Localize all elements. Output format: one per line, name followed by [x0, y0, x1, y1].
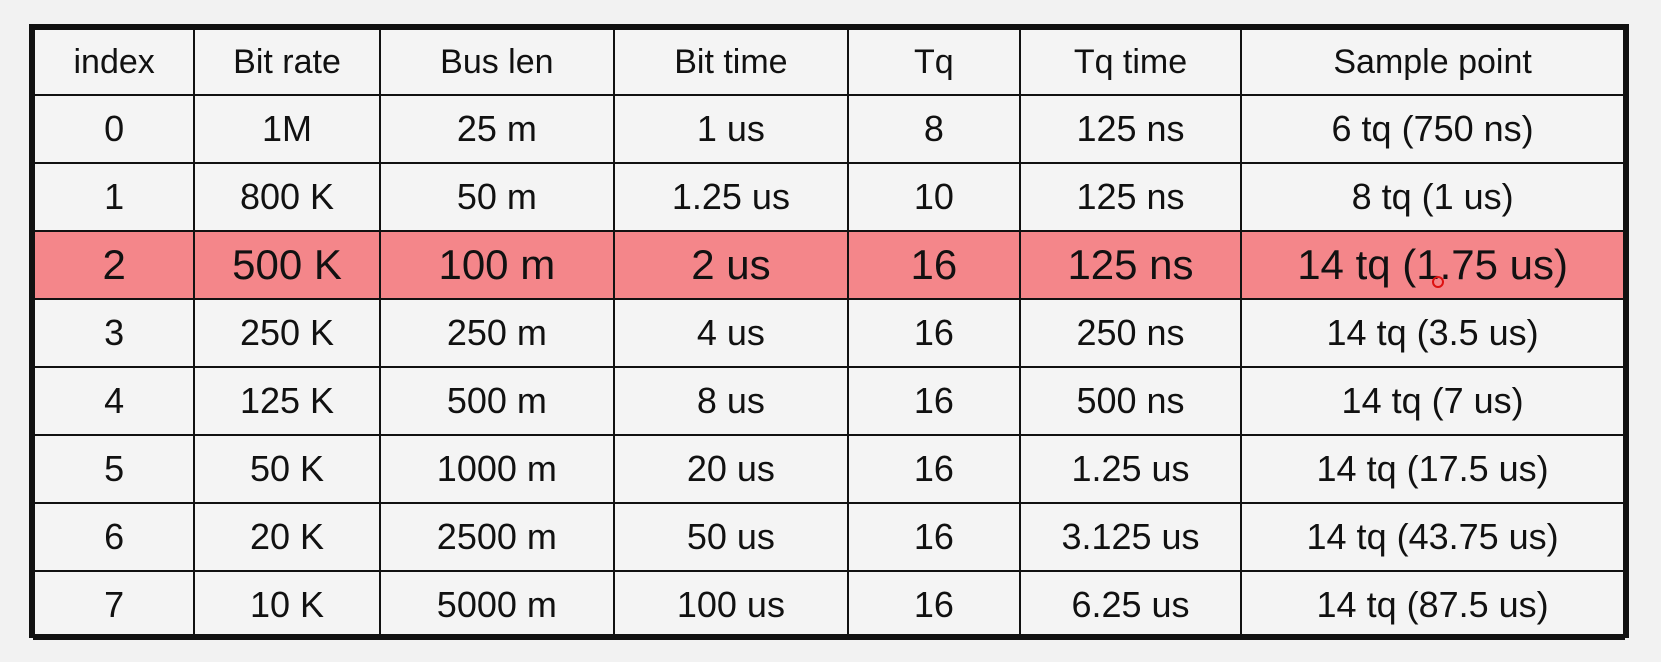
cell-bus-len: 2500 m: [378, 502, 615, 572]
cell-index: 5: [32, 434, 196, 504]
cell-index: 7: [32, 570, 196, 640]
cell-tq-time: 250 ns: [1018, 298, 1243, 368]
table-row: 4 125 K 500 m 8 us 16 500 ns 14 tq (7 us…: [32, 366, 1625, 436]
cell-bus-len: 25 m: [378, 94, 615, 164]
cell-bit-rate: 1M: [193, 94, 381, 164]
cell-bit-time: 20 us: [612, 434, 849, 504]
cell-tq: 16: [846, 570, 1021, 640]
cell-index: 4: [32, 366, 196, 436]
cell-sample-point: 8 tq (1 us): [1240, 162, 1625, 232]
cell-sample-point: 14 tq (43.75 us): [1240, 502, 1625, 572]
cell-bus-len: 250 m: [378, 298, 615, 368]
cell-sample-point: 14 tq (7 us): [1240, 366, 1625, 436]
cell-tq-time: 500 ns: [1018, 366, 1243, 436]
header-bit-time: Bit time: [612, 28, 849, 96]
cell-bus-len: 50 m: [378, 162, 615, 232]
cell-tq-time: 125 ns: [1018, 230, 1243, 300]
cell-bit-time: 100 us: [612, 570, 849, 640]
pointer-cursor-icon: [1432, 276, 1444, 288]
cell-index: 2: [32, 230, 196, 300]
cell-bit-time: 4 us: [612, 298, 849, 368]
cell-sample-point: 14 tq (17.5 us): [1240, 434, 1625, 504]
table-row: 1 800 K 50 m 1.25 us 10 125 ns 8 tq (1 u…: [32, 162, 1625, 232]
table-row: 3 250 K 250 m 4 us 16 250 ns 14 tq (3.5 …: [32, 298, 1625, 368]
cell-sample-point: 14 tq (1.75 us): [1240, 230, 1625, 300]
cell-tq: 16: [846, 230, 1021, 300]
table-row: 7 10 K 5000 m 100 us 16 6.25 us 14 tq (8…: [32, 570, 1625, 640]
header-bit-rate: Bit rate: [193, 28, 381, 96]
cell-sample-point: 14 tq (3.5 us): [1240, 298, 1625, 368]
cell-bus-len: 1000 m: [378, 434, 615, 504]
table-row: 6 20 K 2500 m 50 us 16 3.125 us 14 tq (4…: [32, 502, 1625, 572]
bitrate-table: index Bit rate Bus len Bit time Tq Tq ti…: [32, 28, 1625, 640]
cell-bus-len: 500 m: [378, 366, 615, 436]
cell-index: 6: [32, 502, 196, 572]
cell-bit-time: 8 us: [612, 366, 849, 436]
cell-bit-rate: 20 K: [193, 502, 381, 572]
cell-tq: 10: [846, 162, 1021, 232]
bitrate-table-container: index Bit rate Bus len Bit time Tq Tq ti…: [29, 24, 1629, 640]
cell-tq-time: 125 ns: [1018, 162, 1243, 232]
table-row: 5 50 K 1000 m 20 us 16 1.25 us 14 tq (17…: [32, 434, 1625, 504]
cell-bit-rate: 50 K: [193, 434, 381, 504]
cell-tq: 16: [846, 434, 1021, 504]
cell-bit-rate: 125 K: [193, 366, 381, 436]
cell-tq-time: 1.25 us: [1018, 434, 1243, 504]
header-tq: Tq: [846, 28, 1021, 96]
cell-tq: 16: [846, 366, 1021, 436]
cell-tq: 16: [846, 502, 1021, 572]
header-sample-point: Sample point: [1240, 28, 1625, 96]
header-tq-time: Tq time: [1018, 28, 1243, 96]
cell-tq: 16: [846, 298, 1021, 368]
table-row: 0 1M 25 m 1 us 8 125 ns 6 tq (750 ns): [32, 94, 1625, 164]
cell-index: 1: [32, 162, 196, 232]
header-bus-len: Bus len: [378, 28, 615, 96]
table-row-highlighted: 2 500 K 100 m 2 us 16 125 ns 14 tq (1.75…: [32, 230, 1625, 300]
cell-bit-time: 1.25 us: [612, 162, 849, 232]
cell-bit-time: 1 us: [612, 94, 849, 164]
cell-bit-rate: 250 K: [193, 298, 381, 368]
header-index: index: [32, 28, 196, 96]
cell-bus-len: 100 m: [378, 230, 615, 300]
cell-tq-time: 3.125 us: [1018, 502, 1243, 572]
cell-sample-point: 14 tq (87.5 us): [1240, 570, 1625, 640]
table-header-row: index Bit rate Bus len Bit time Tq Tq ti…: [32, 28, 1625, 96]
cell-tq: 8: [846, 94, 1021, 164]
cell-sample-point: 6 tq (750 ns): [1240, 94, 1625, 164]
cell-bit-rate: 800 K: [193, 162, 381, 232]
cell-bit-time: 2 us: [612, 230, 849, 300]
cell-index: 0: [32, 94, 196, 164]
cell-tq-time: 6.25 us: [1018, 570, 1243, 640]
cell-bit-rate: 10 K: [193, 570, 381, 640]
cell-bus-len: 5000 m: [378, 570, 615, 640]
cell-bit-rate: 500 K: [193, 230, 381, 300]
cell-tq-time: 125 ns: [1018, 94, 1243, 164]
cell-index: 3: [32, 298, 196, 368]
cell-bit-time: 50 us: [612, 502, 849, 572]
